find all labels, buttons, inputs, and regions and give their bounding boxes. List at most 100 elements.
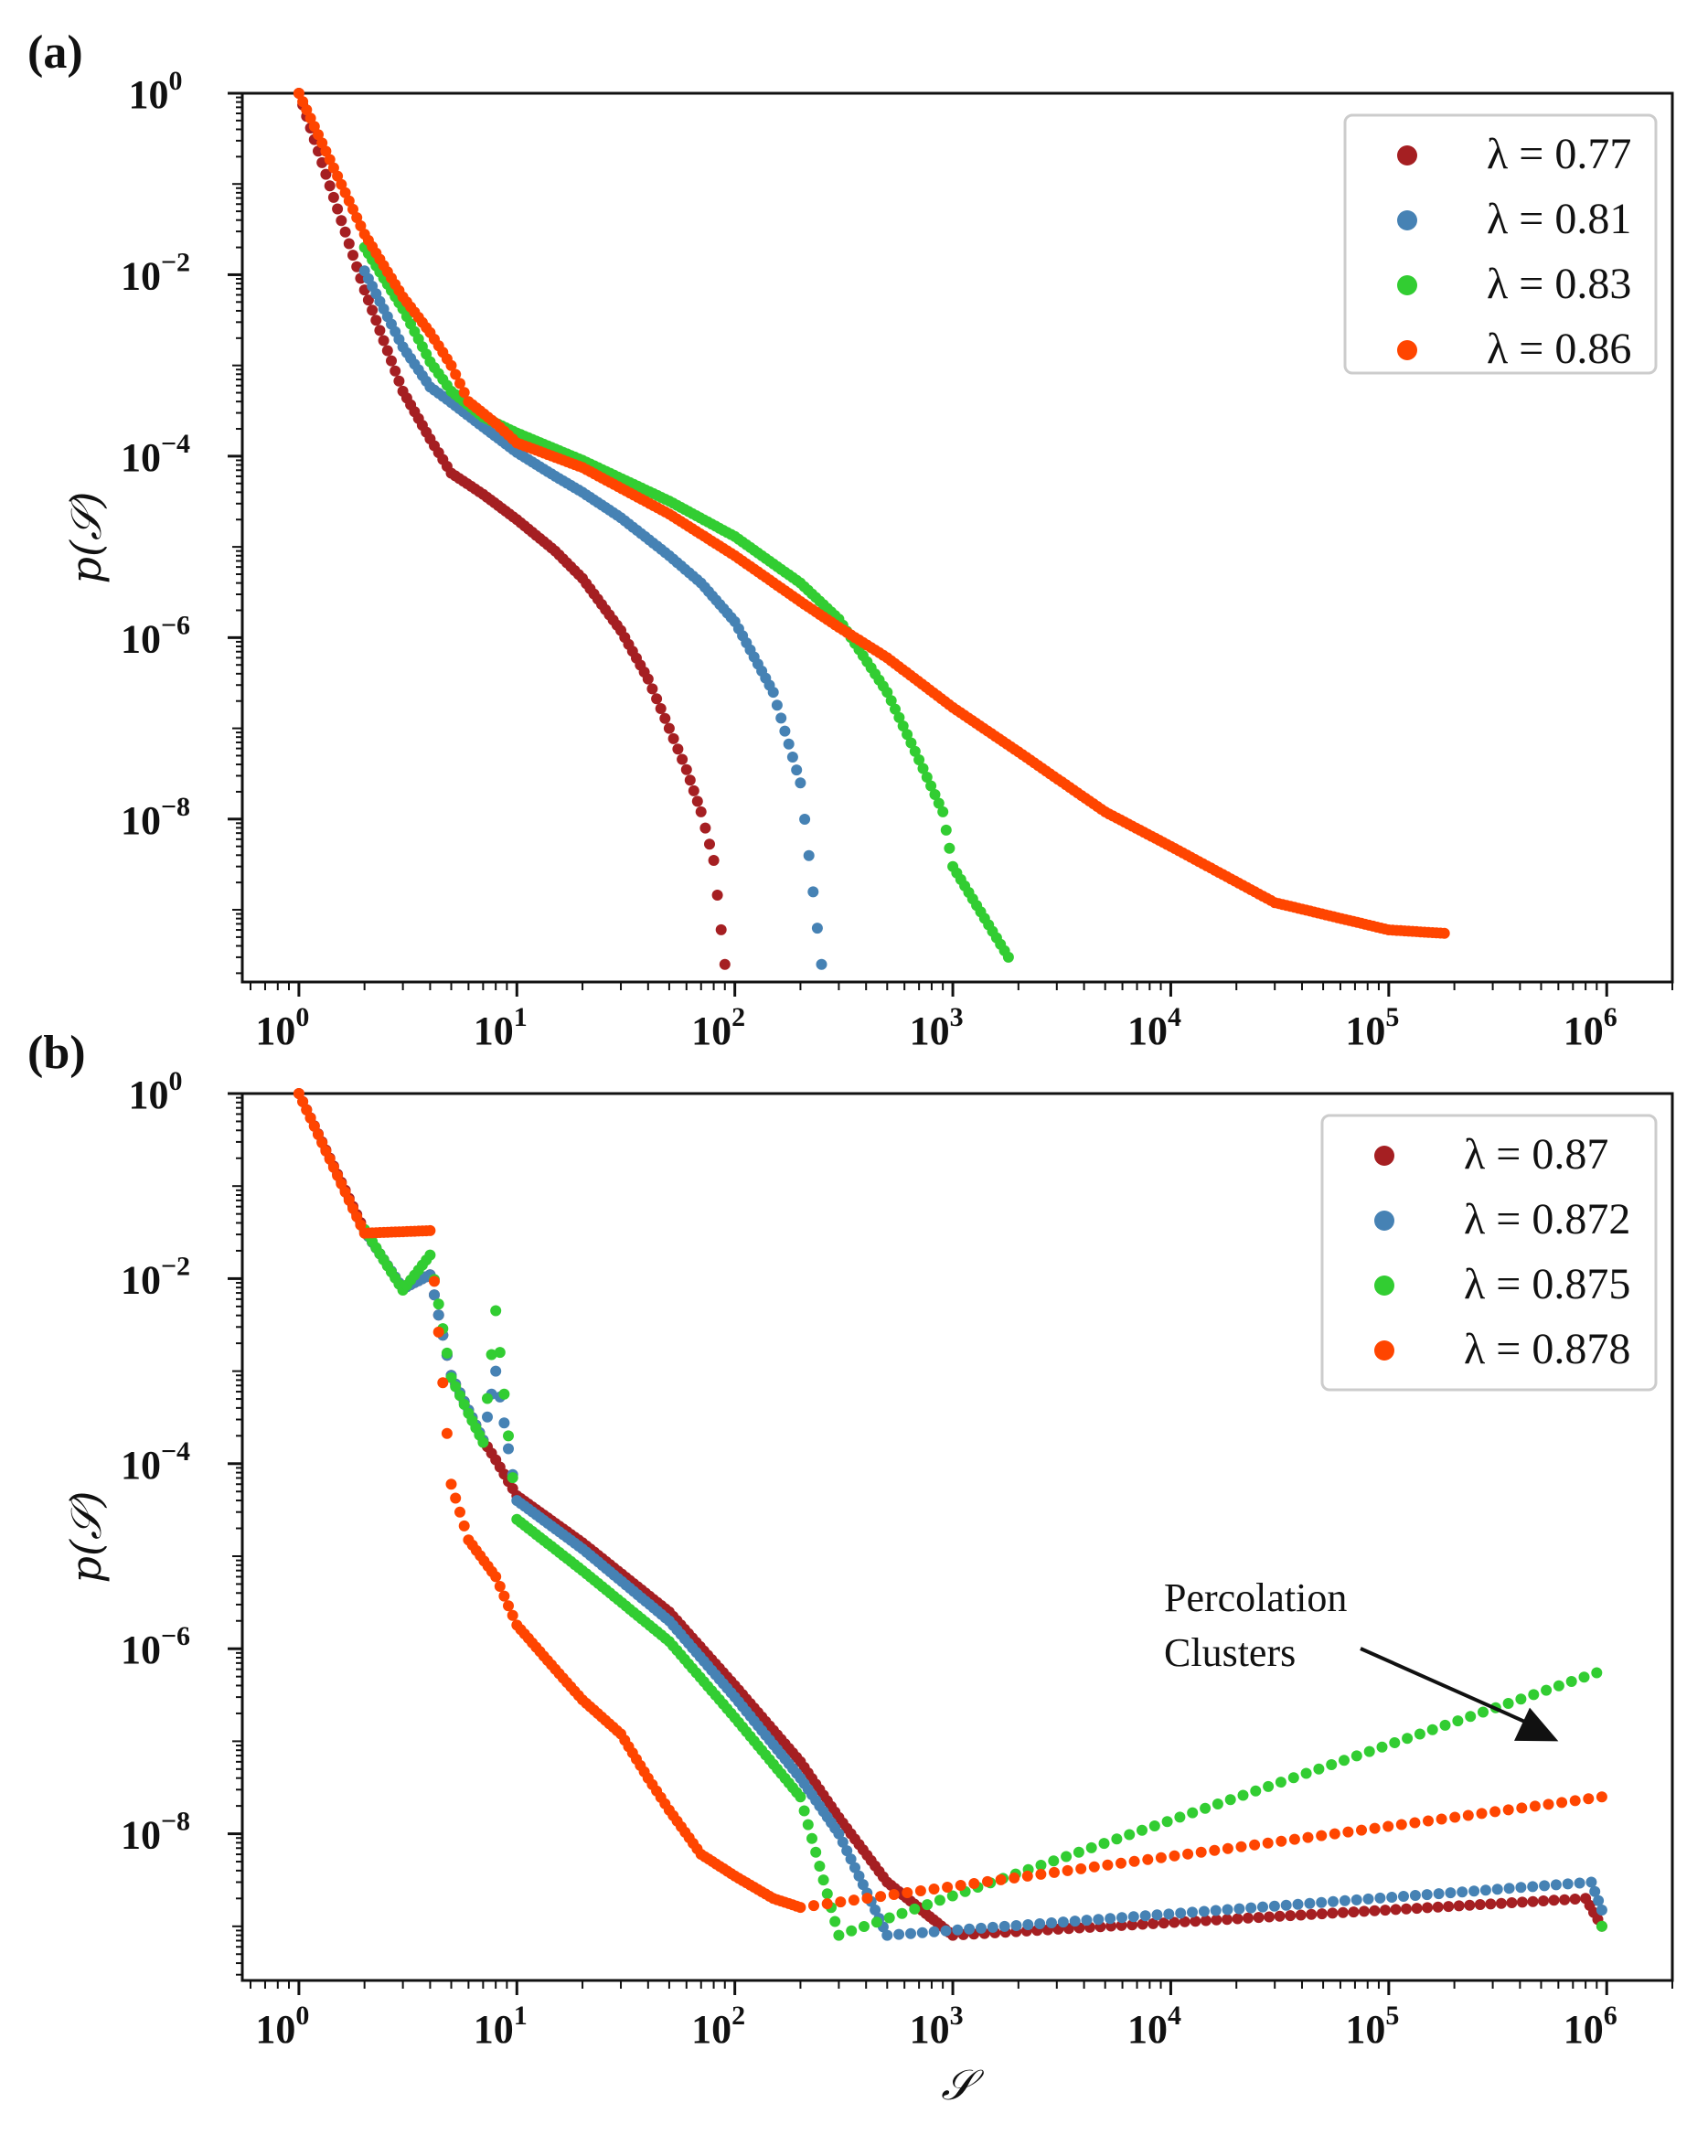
data-point: [1158, 1917, 1169, 1929]
data-point: [1465, 1711, 1477, 1723]
data-point: [320, 168, 332, 180]
x-tick-label: 105: [1345, 2001, 1399, 2052]
data-point: [1222, 1914, 1233, 1926]
data-point: [498, 1590, 510, 1602]
data-point: [1585, 1876, 1597, 1888]
data-point: [1389, 1737, 1401, 1748]
data-point: [343, 238, 355, 250]
data-point: [771, 699, 783, 711]
legend-item: λ = 0.83: [1397, 260, 1631, 308]
data-point: [1596, 1791, 1607, 1803]
data-point: [458, 1520, 470, 1532]
y-tick-exp: −4: [161, 429, 190, 459]
data-point: [1295, 1909, 1307, 1921]
data-point: [313, 145, 324, 157]
data-point: [1302, 1831, 1314, 1843]
data-point: [332, 170, 344, 182]
data-point: [1274, 1910, 1286, 1922]
legend-box: [1343, 113, 1658, 375]
data-point: [881, 687, 893, 699]
data-point: [808, 1900, 819, 1912]
data-point: [1438, 927, 1450, 939]
data-point: [715, 923, 727, 935]
data-point: [301, 1105, 313, 1115]
data-point: [767, 687, 779, 699]
x-tick-exp: 0: [295, 1002, 309, 1032]
x-tick-exp: 5: [1385, 1002, 1399, 1032]
legend-item: λ = 0.81: [1397, 195, 1631, 243]
x-tick-label: 102: [691, 2001, 745, 2052]
data-point: [343, 1194, 355, 1206]
data-point: [1401, 1903, 1412, 1915]
data-point: [390, 365, 401, 377]
data-point: [893, 711, 905, 723]
data-point: [1414, 1728, 1425, 1740]
data-point: [1583, 1793, 1595, 1805]
data-point: [811, 923, 823, 934]
panel-a: (a)100 101 102 103 104 105 10610010−210−410−61…: [27, 27, 1674, 1053]
x-tick-exp: 3: [950, 2001, 964, 2031]
data-point: [1350, 1750, 1362, 1762]
legend-label: λ = 0.87: [1464, 1130, 1608, 1179]
legend-marker: [1397, 210, 1417, 230]
series-3: [358, 241, 1014, 963]
data-point: [968, 1878, 980, 1889]
x-tick-exp: 5: [1385, 2001, 1399, 2031]
y-tick-exp: −2: [161, 247, 190, 277]
data-point: [1264, 1911, 1276, 1923]
data-point: [711, 890, 723, 901]
data-point: [1057, 1916, 1069, 1928]
data-point: [454, 1390, 465, 1402]
data-point: [498, 1388, 510, 1400]
data-point: [1548, 1895, 1560, 1906]
data-point: [817, 1874, 829, 1886]
data-point: [913, 754, 925, 765]
data-point: [1222, 1904, 1233, 1916]
data-point: [1174, 1811, 1186, 1823]
legend-marker: [1397, 145, 1417, 165]
data-point: [1235, 1841, 1247, 1852]
data-point: [308, 1120, 320, 1132]
data-point: [1339, 1895, 1350, 1906]
data-point: [445, 1372, 457, 1383]
legend-label: λ = 0.77: [1487, 130, 1631, 178]
data-point: [1257, 1901, 1268, 1913]
legend-marker: [1374, 1275, 1394, 1296]
data-point: [849, 1862, 860, 1873]
data-point: [1098, 1838, 1110, 1850]
legend-item: λ = 0.86: [1397, 325, 1631, 373]
data-point: [1210, 1905, 1222, 1916]
data-point: [1048, 1855, 1060, 1867]
annotation-text: Percolation: [1164, 1575, 1347, 1620]
data-point: [1432, 1901, 1444, 1913]
data-point: [795, 777, 806, 789]
data-point: [1222, 1842, 1233, 1854]
data-point: [336, 1178, 347, 1190]
data-point: [1049, 1866, 1060, 1878]
data-point: [928, 1884, 940, 1895]
data-point: [1010, 1920, 1022, 1931]
data-point: [1175, 1907, 1187, 1919]
data-point: [1190, 1916, 1201, 1927]
data-point: [503, 1600, 514, 1612]
data-point: [1569, 1894, 1581, 1905]
data-point: [1262, 1837, 1274, 1849]
data-point: [482, 1393, 493, 1404]
y-tick-exp: −6: [161, 1621, 190, 1651]
data-point: [1596, 1905, 1607, 1916]
data-point: [1402, 1733, 1414, 1745]
x-tick-base: 10: [1564, 1009, 1604, 1053]
data-point: [351, 1211, 363, 1222]
data-point: [304, 1112, 316, 1124]
data-point: [1187, 1906, 1198, 1918]
data-point: [355, 1219, 367, 1231]
x-tick-exp: 4: [1168, 2001, 1181, 2031]
data-point: [807, 886, 819, 898]
data-point: [1356, 1824, 1367, 1836]
data-point: [684, 774, 696, 786]
data-point: [672, 743, 684, 755]
data-point: [1169, 1850, 1180, 1862]
data-point: [1161, 1816, 1173, 1828]
data-point: [1081, 1915, 1093, 1927]
data-point: [1124, 1829, 1136, 1841]
